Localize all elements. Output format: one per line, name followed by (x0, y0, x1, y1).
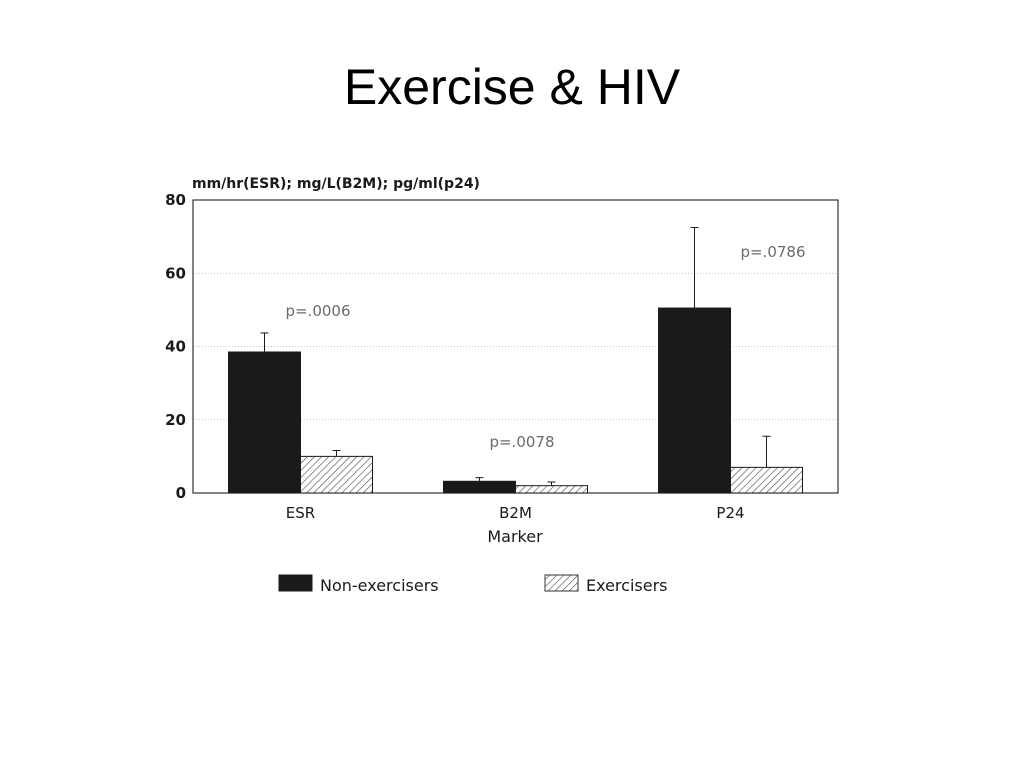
p-value-label: p=.0786 (740, 243, 805, 261)
y-tick-label: 80 (165, 191, 186, 209)
y-tick-label: 60 (165, 264, 186, 282)
x-axis-title: Marker (487, 527, 543, 546)
p-value-label: p=.0006 (285, 302, 350, 320)
x-tick-label: ESR (286, 504, 315, 522)
x-tick-label: P24 (716, 504, 744, 522)
x-tick-label: B2M (499, 504, 532, 522)
y-tick-label: 20 (165, 411, 186, 429)
bar-exercisers-esr (300, 455, 373, 494)
y-axis-title: mm/hr(ESR); mg/L(B2M); pg/ml(p24) (192, 176, 480, 192)
bars (228, 226, 803, 494)
legend-label-non-exercisers: Non-exercisers (320, 576, 439, 595)
x-axis-ticks: ESR B2M P24 (286, 504, 745, 522)
legend: Non-exercisers Exercisers (278, 574, 668, 595)
slide-title: Exercise & HIV (343, 59, 681, 115)
p-value-annotations: p=.0006 p=.0078 p=.0786 (285, 243, 805, 451)
legend-label-exercisers: Exercisers (586, 576, 668, 595)
y-tick-label: 0 (176, 484, 186, 502)
legend-swatch-non-exercisers (278, 574, 313, 592)
p-value-label: p=.0078 (489, 433, 554, 451)
bar-exercisers-b2m (515, 485, 588, 494)
legend-swatch-exercisers (544, 574, 579, 592)
y-axis-ticks: 0 20 40 60 80 (165, 191, 186, 502)
bar-non-exercisers-b2m (443, 480, 516, 494)
bar-exercisers-p24 (730, 466, 803, 494)
bar-non-exercisers-esr (228, 351, 301, 494)
y-tick-label: 40 (165, 338, 186, 356)
bar-non-exercisers-p24 (658, 307, 731, 494)
